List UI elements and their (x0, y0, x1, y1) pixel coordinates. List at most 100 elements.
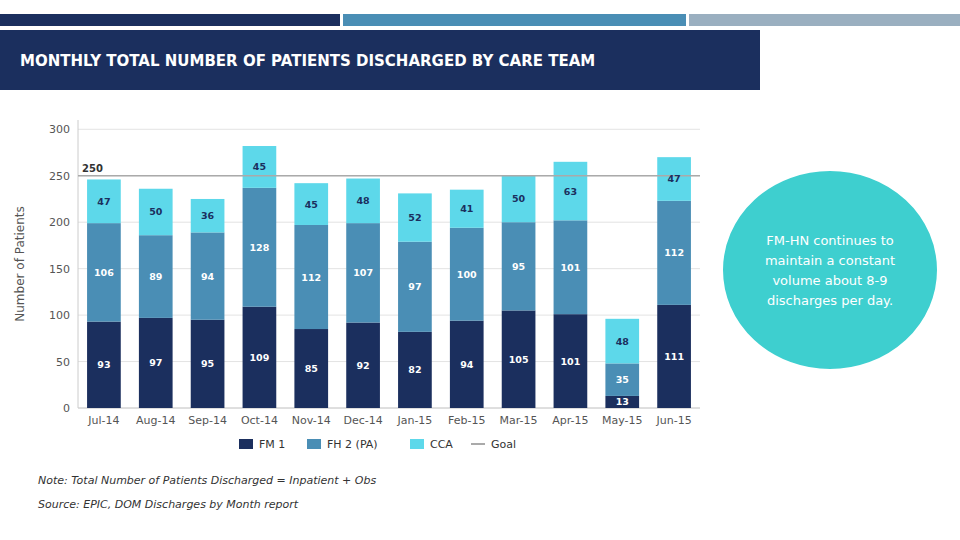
data-label: 109 (249, 352, 269, 363)
annotation-line: FM-HN continues to (766, 233, 894, 248)
x-tick-label: Jun-15 (656, 414, 692, 427)
bar (502, 222, 536, 310)
data-label: 92 (356, 360, 369, 371)
y-tick-label: 100 (49, 309, 70, 322)
data-label: 52 (408, 212, 421, 223)
goal-label: 250 (82, 163, 103, 174)
data-label: 82 (408, 364, 421, 375)
x-tick-label: Jan-15 (396, 414, 432, 427)
grid-line (78, 175, 700, 176)
y-tick-label: 200 (49, 216, 70, 229)
y-axis (78, 120, 79, 408)
bar (554, 220, 588, 314)
data-label: 85 (305, 363, 318, 374)
x-tick-label: Dec-14 (343, 414, 382, 427)
data-label: 94 (201, 271, 215, 282)
data-label: 112 (301, 272, 321, 283)
x-tick-label: May-15 (602, 414, 643, 427)
bar (657, 201, 691, 305)
bar (398, 332, 432, 408)
bar (398, 242, 432, 332)
legend: FM 1 FH 2 (PA) CCA Goal (239, 438, 516, 451)
y-tick-label: 150 (49, 263, 70, 276)
data-label: 101 (560, 262, 580, 273)
bar (139, 318, 173, 408)
data-label: 97 (149, 357, 162, 368)
data-label: 93 (97, 359, 110, 370)
y-tick-label: 300 (49, 123, 70, 136)
data-label: 112 (664, 247, 684, 258)
title: MONTHLY TOTAL NUMBER OF PATIENTS DISCHAR… (20, 52, 595, 70)
grid-line (78, 129, 700, 130)
data-label: 111 (664, 351, 684, 362)
bar (191, 320, 225, 408)
bar (139, 189, 173, 235)
chart: MONTHLY TOTAL NUMBER OF PATIENTS DISCHAR… (0, 0, 960, 540)
bar (243, 188, 277, 307)
y-tick-label: 250 (49, 170, 70, 183)
data-label: 47 (97, 196, 110, 207)
bar (450, 321, 484, 408)
bar (191, 232, 225, 319)
data-label: 97 (408, 281, 421, 292)
data-label: 50 (149, 206, 163, 217)
data-label: 63 (564, 186, 577, 197)
y-tick-label: 0 (63, 402, 70, 415)
bar (502, 176, 536, 222)
data-label: 100 (457, 269, 477, 280)
bar (346, 323, 380, 408)
legend-swatch (471, 443, 485, 445)
annotation-line: maintain a constant (765, 253, 895, 268)
x-tick-label: Mar-15 (500, 414, 538, 427)
note: Source: EPIC, DOM Discharges by Month re… (38, 498, 299, 511)
annotation-line: discharges per day. (767, 293, 893, 308)
legend-label: FH 2 (PA) (327, 438, 378, 451)
y-axis-label: Number of Patients (13, 206, 27, 321)
data-label: 107 (353, 267, 373, 278)
legend-label: CCA (430, 438, 453, 451)
bubble (722, 170, 938, 370)
data-label: 45 (305, 199, 318, 210)
bar (294, 329, 328, 408)
data-label: 48 (616, 336, 630, 347)
bar (605, 319, 639, 364)
bar (450, 190, 484, 228)
bar (87, 223, 121, 321)
bar (243, 307, 277, 408)
data-label: 41 (460, 203, 473, 214)
x-tick-label: Feb-15 (448, 414, 485, 427)
y-tick-label: 50 (56, 356, 70, 369)
legend-label: FM 1 (259, 438, 285, 451)
legend-swatch (307, 439, 321, 449)
note: Note: Total Number of Patients Discharge… (38, 474, 376, 487)
bar (191, 199, 225, 232)
x-tick-label: Oct-14 (241, 414, 278, 427)
bar (502, 310, 536, 408)
x-tick-label: Apr-15 (552, 414, 588, 427)
data-label: 47 (667, 173, 680, 184)
bar (294, 225, 328, 329)
x-tick-label: Aug-14 (136, 414, 175, 427)
data-label: 105 (509, 354, 529, 365)
legend-swatch (410, 439, 424, 449)
annotation: FM-HN continues tomaintain a constantvol… (765, 233, 895, 308)
bar (605, 396, 639, 408)
bar (605, 363, 639, 396)
strip (343, 14, 686, 26)
data-label: 50 (512, 193, 526, 204)
x-tick-label: Nov-14 (292, 414, 331, 427)
data-label: 101 (560, 356, 580, 367)
bar (139, 235, 173, 318)
bar (657, 305, 691, 408)
title-banner (0, 30, 760, 90)
legend-label: Goal (491, 438, 516, 451)
bars (78, 146, 700, 408)
data-label: 45 (253, 161, 266, 172)
data-label: 94 (460, 359, 474, 370)
data-label: 36 (201, 210, 215, 221)
data-label: 89 (149, 271, 162, 282)
bar (243, 146, 277, 188)
bar (554, 162, 588, 221)
goal-line (78, 175, 700, 177)
legend-swatch (239, 439, 253, 449)
